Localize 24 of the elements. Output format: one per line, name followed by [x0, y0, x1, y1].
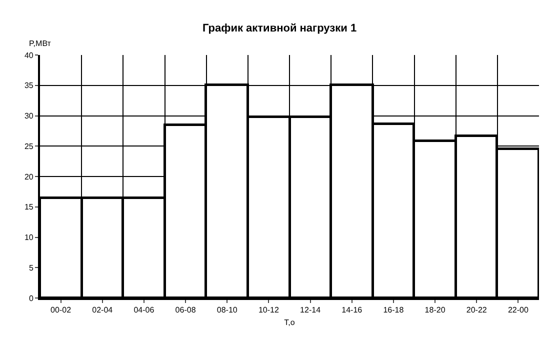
x-axis-title: T,o [284, 318, 296, 328]
x-tick-label: 02-04 [92, 306, 114, 315]
x-tick-label: 22-00 [508, 306, 529, 315]
x-tick-label: 12-14 [300, 306, 322, 315]
x-tick-label: 06-08 [175, 306, 196, 315]
chart-title: График активной нагрузки 1 [202, 22, 357, 35]
x-tick-label: 20-22 [466, 306, 488, 315]
x-tick-label: 08-10 [216, 306, 238, 315]
x-tick-label: 14-16 [342, 306, 363, 315]
y-tick-label: 10 [24, 233, 34, 242]
y-tick-label: 25 [24, 142, 34, 151]
y-tick-label: 30 [24, 112, 34, 121]
y-tick-label: 15 [24, 202, 34, 212]
y-tick-label: 0 [28, 294, 34, 303]
x-tick-label: 16-18 [383, 306, 404, 315]
x-tick-label: 04-06 [134, 306, 155, 315]
y-axis-title: P,МВт [29, 39, 52, 48]
x-tick-label: 10-12 [258, 306, 280, 315]
y-tick-label: 40 [24, 50, 34, 60]
x-tick-label: 00-02 [50, 306, 72, 315]
x-tick-label: 18-20 [424, 306, 446, 315]
y-tick-label: 20 [24, 172, 34, 182]
y-tick-label: 35 [24, 81, 34, 90]
y-tick-label: 5 [28, 263, 34, 272]
